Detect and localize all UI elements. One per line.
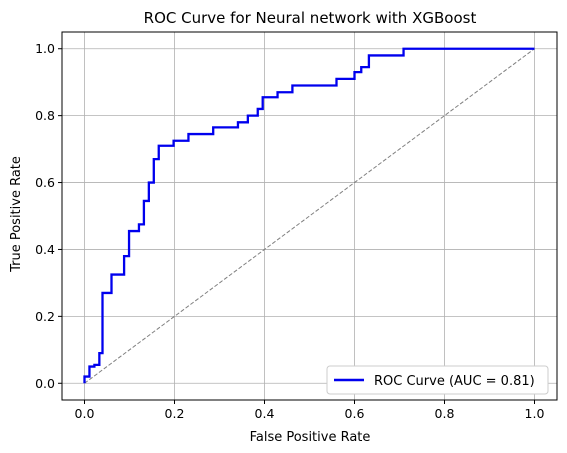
roc-curve-line xyxy=(83,47,535,384)
legend-label: ROC Curve (AUC = 0.81) xyxy=(374,374,535,389)
y-tick-label: 0.8 xyxy=(35,108,55,123)
x-axis-label: False Positive Rate xyxy=(250,430,371,445)
chance-diagonal-line xyxy=(84,48,535,384)
plot-frame xyxy=(61,31,558,401)
y-tick-label: 0.6 xyxy=(35,175,55,190)
x-tick-label: 0.0 xyxy=(75,406,95,421)
x-tick-label: 0.8 xyxy=(435,406,455,421)
y-tick-label: 0.2 xyxy=(35,309,55,324)
legend: ROC Curve (AUC = 0.81) xyxy=(326,365,549,395)
y-tick-label: 0.4 xyxy=(35,242,55,257)
x-tick-label: 0.6 xyxy=(345,406,365,421)
legend-box xyxy=(326,365,549,395)
y-axis-label: True Positive Rate xyxy=(9,156,24,273)
x-tick-label: 0.4 xyxy=(255,406,275,421)
x-tick-label: 0.2 xyxy=(165,406,185,421)
y-tick-label: 0.0 xyxy=(35,376,55,391)
y-tick-label: 1.0 xyxy=(35,41,55,56)
chart-title: ROC Curve for Neural network with XGBoos… xyxy=(144,9,477,27)
series-layer xyxy=(83,47,535,384)
x-tick-label: 1.0 xyxy=(525,406,545,421)
grid-layer xyxy=(62,32,557,400)
tick-layer: 0.0 0.2 0.4 0.6 0.8 1.0 0.0 0.2 0.4 0.6 0.8 1.0 xyxy=(35,41,544,421)
